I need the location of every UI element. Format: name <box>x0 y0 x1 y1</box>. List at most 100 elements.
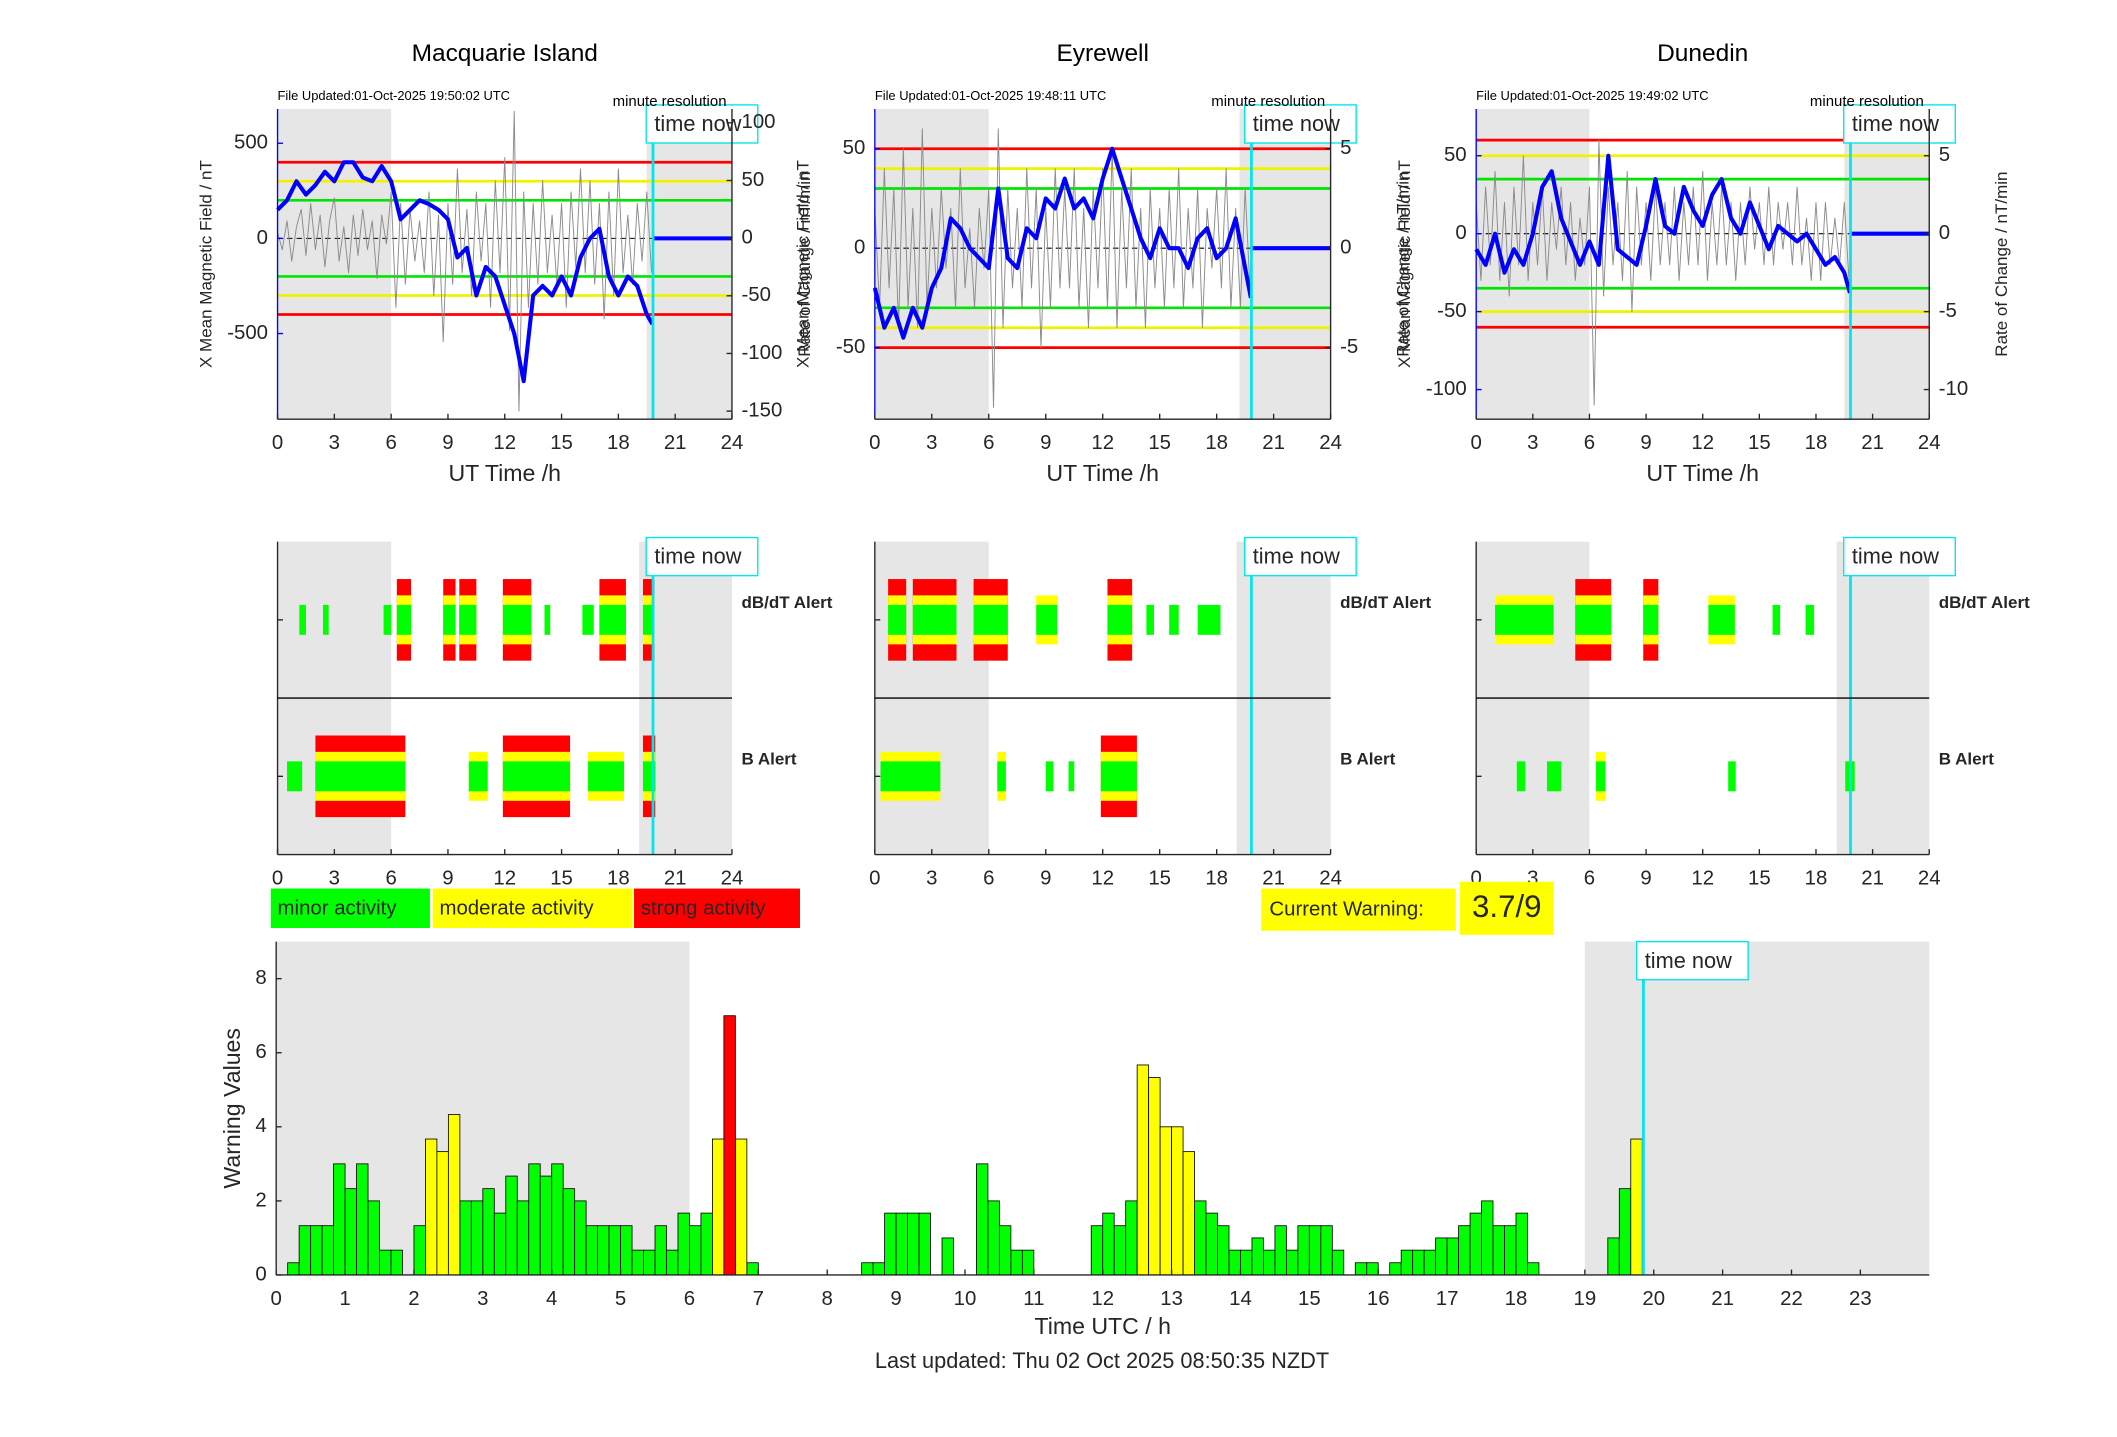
y-tick-label: -100 <box>1426 378 1467 400</box>
warning-bar <box>987 1200 1000 1276</box>
warning-bar <box>390 1249 403 1276</box>
time-now-box <box>1243 536 1357 577</box>
warning-bar <box>723 1015 736 1276</box>
alert-block <box>997 761 1006 792</box>
x-tick-label: 0 <box>869 867 880 889</box>
y2-tick-label: 5 <box>1340 137 1351 159</box>
x-tick-label: 15 <box>1748 432 1771 454</box>
x-tick-label: 15 <box>550 867 573 889</box>
warning-bar <box>1504 1225 1517 1276</box>
warning-bar <box>1400 1249 1414 1276</box>
x-tick-label: 24 <box>1918 867 1941 889</box>
warning-bar <box>1274 1225 1287 1276</box>
time-now-box <box>645 536 759 577</box>
x-tick-label: 21 <box>1262 867 1285 889</box>
warning-bar <box>1090 1225 1104 1276</box>
x-tick-label: 18 <box>1805 867 1828 889</box>
row-label: B Alert <box>741 749 796 768</box>
warning-bar <box>666 1249 679 1276</box>
x-tick-label: 24 <box>1918 432 1941 454</box>
warning-bar <box>1320 1225 1333 1276</box>
y-tick-label: 0 <box>1455 222 1466 244</box>
warning-bar <box>425 1138 438 1276</box>
warning-bar <box>436 1151 449 1276</box>
rate-line <box>1475 139 1850 406</box>
alert-block <box>315 761 406 792</box>
alert-block <box>459 604 477 635</box>
time-now-label: time now <box>1253 544 1340 569</box>
warning-bar <box>1125 1200 1138 1276</box>
x-tick-label: 18 <box>1805 432 1828 454</box>
warning-bar <box>861 1262 874 1276</box>
x-tick-label: 12 <box>1691 432 1714 454</box>
warning-bar <box>1354 1262 1368 1276</box>
warning-bar <box>1423 1249 1437 1276</box>
x-tick-label: 12 <box>1091 432 1114 454</box>
x-tick-label: 0 <box>271 1288 282 1310</box>
y2-axis-label: Rate of Change / nT/min <box>1394 171 1413 356</box>
row-label: dB/dT Alert <box>1340 593 1431 612</box>
alert-block <box>1728 761 1736 792</box>
y-axis-label: X Mean Magnetic Field / nT <box>196 160 215 368</box>
warning-bar <box>1308 1225 1322 1276</box>
warning-bar <box>998 1225 1012 1276</box>
time-now-label: time now <box>1253 111 1340 136</box>
warning-value: 3.7/9 <box>1472 889 1542 924</box>
x-tick-label: 6 <box>983 432 994 454</box>
footer: Last updated: Thu 02 Oct 2025 08:50:35 N… <box>875 1348 1329 1373</box>
warning-label: Current Warning: <box>1269 899 1424 921</box>
warning-bar <box>872 1262 886 1276</box>
row-label: dB/dT Alert <box>741 593 832 612</box>
warning-bar <box>631 1249 644 1276</box>
x-tick-label: 18 <box>1205 432 1228 454</box>
x-tick-label: 0 <box>1471 867 1482 889</box>
x-tick-label: 18 <box>607 867 630 889</box>
alert-block <box>1772 604 1781 635</box>
y2-tick-label: 5 <box>1939 144 1950 166</box>
x-tick-label: 3 <box>926 867 937 889</box>
file-updated: File Updated:01-Oct-2025 19:48:11 UTC <box>875 88 1106 103</box>
warning-bar <box>482 1188 495 1276</box>
x-tick-label: 24 <box>721 867 744 889</box>
y2-tick-label: -10 <box>1939 378 1968 400</box>
time-now-box <box>1843 536 1956 577</box>
x-tick-label: 15 <box>1148 867 1171 889</box>
x-tick-label: 10 <box>954 1288 977 1310</box>
x-tick-label: 13 <box>1160 1288 1183 1310</box>
alert-block <box>468 761 488 792</box>
y2-tick-label: -5 <box>1939 300 1957 322</box>
warning-bar <box>1182 1151 1195 1276</box>
y2-tick-label: 0 <box>1939 222 1950 244</box>
y-tick-label: 2 <box>255 1189 266 1211</box>
warning-bar <box>677 1212 690 1276</box>
night-shading <box>1239 108 1331 420</box>
y-tick-label: 0 <box>255 1263 266 1285</box>
warning-bar <box>333 1163 346 1276</box>
alert-block <box>1546 761 1562 792</box>
warning-bar <box>1469 1212 1482 1276</box>
x-tick-label: 15 <box>1748 867 1771 889</box>
alert-block <box>1169 604 1179 635</box>
alert-block <box>888 604 907 635</box>
alert-block <box>1045 761 1054 792</box>
warning-bar <box>574 1200 587 1276</box>
x-tick-label: 9 <box>1640 867 1651 889</box>
x-tick-label: 15 <box>550 432 573 454</box>
x-tick-label: 21 <box>1262 432 1285 454</box>
legend-label: strong activity <box>641 897 766 919</box>
time-now-box <box>1843 104 1956 144</box>
x-tick-label: 21 <box>664 432 687 454</box>
warning-bar <box>1607 1237 1620 1276</box>
rate-line <box>277 110 652 412</box>
night-shading <box>646 108 732 420</box>
alert-block <box>1516 761 1526 792</box>
warning-bar <box>516 1200 530 1276</box>
chart-title: Macquarie Island <box>412 40 598 67</box>
y2-tick-label: 0 <box>741 227 752 249</box>
night-shading <box>277 108 392 420</box>
time-now-box <box>645 104 759 144</box>
x-axis-label: UT Time /h <box>448 460 561 486</box>
y2-tick-label: 100 <box>741 111 775 133</box>
night-shading <box>1476 108 1590 420</box>
